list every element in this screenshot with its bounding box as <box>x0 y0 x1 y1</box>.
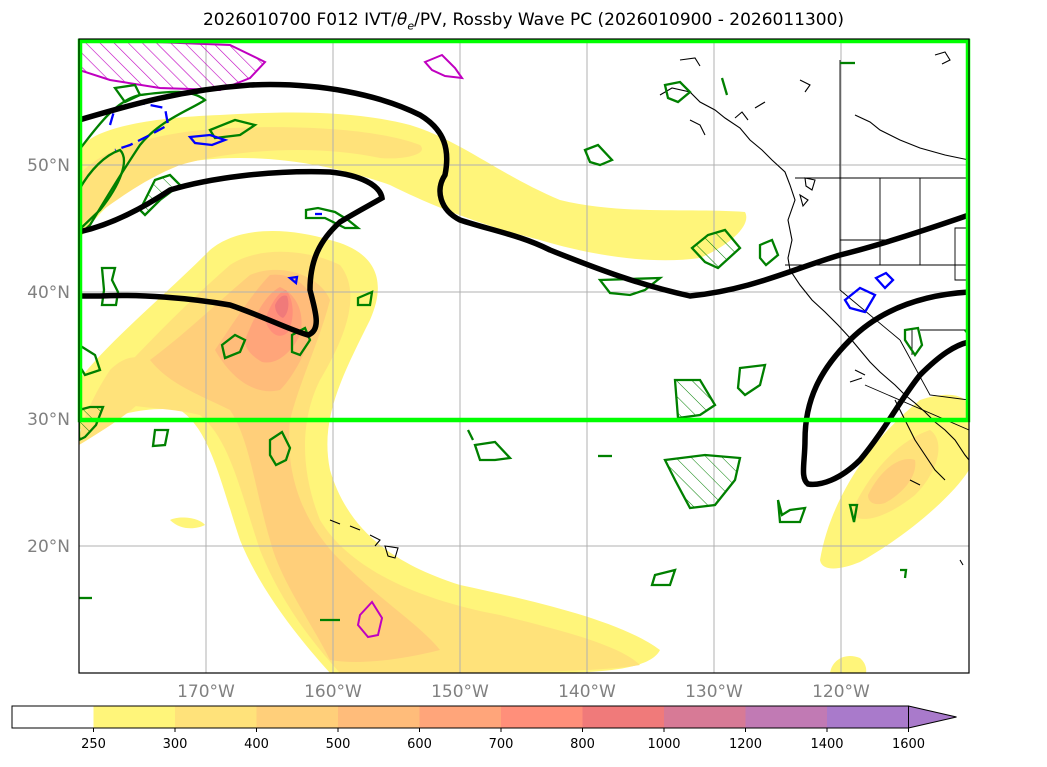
colorbar-tick-label: 1200 <box>729 737 762 752</box>
lon-label: 140°W <box>558 682 616 702</box>
colorbar-tick-label: 1400 <box>810 737 843 752</box>
colorbar-segment <box>419 706 502 728</box>
colorbar-segment <box>582 706 665 728</box>
colorbar-outline <box>11 705 909 729</box>
colorbar-segment <box>12 706 94 728</box>
coastlines <box>329 51 969 566</box>
colorbar-segment <box>256 706 339 728</box>
colorbar-tick-label: 1600 <box>892 737 925 752</box>
colorbar-segment <box>93 706 176 728</box>
colorbar-tick-label: 600 <box>407 737 432 752</box>
colorbar-tick-label: 500 <box>326 737 351 752</box>
colorbar-segment <box>338 706 420 728</box>
lat-label: 50°N <box>27 156 70 176</box>
lon-label: 160°W <box>304 682 362 702</box>
lat-label: 30°N <box>27 410 70 430</box>
longitude-labels: 170°W 160°W 150°W 140°W 130°W 120°W <box>177 682 870 702</box>
latitude-labels: 50°N 40°N 30°N 20°N <box>27 156 70 557</box>
colorbar-segment <box>827 706 909 728</box>
lon-label: 170°W <box>177 682 235 702</box>
map-title: 2026010700 F012 IVT/θe/PV, Rossby Wave P… <box>202 10 845 33</box>
colorbar-extend-arrow <box>908 705 957 729</box>
colorbar-segment <box>175 706 257 728</box>
colorbar-tick-label: 300 <box>163 737 188 752</box>
colorbar-segment <box>664 706 746 728</box>
colorbar-tick-label: 250 <box>81 737 106 752</box>
colorbar-tick-label: 1000 <box>647 737 680 752</box>
map-frame <box>78 38 970 674</box>
ivt-shading <box>79 112 969 673</box>
lat-label: 20°N <box>27 537 70 557</box>
colorbar-segment <box>745 706 828 728</box>
lon-label: 130°W <box>685 682 743 702</box>
lat-label: 40°N <box>27 283 70 303</box>
colorbar-tick-label: 800 <box>570 737 595 752</box>
rossby-wave-box <box>77 38 971 423</box>
lon-label: 150°W <box>431 682 489 702</box>
pv-contours <box>79 81 969 488</box>
lon-label: 120°W <box>812 682 870 702</box>
colorbar: 250 300 400 500 600 700 800 1000 1200 1400 1600 <box>11 705 957 752</box>
colorbar-segment <box>501 706 583 728</box>
colorbar-tick-label: 700 <box>489 737 514 752</box>
colorbar-tick-label: 400 <box>244 737 269 752</box>
